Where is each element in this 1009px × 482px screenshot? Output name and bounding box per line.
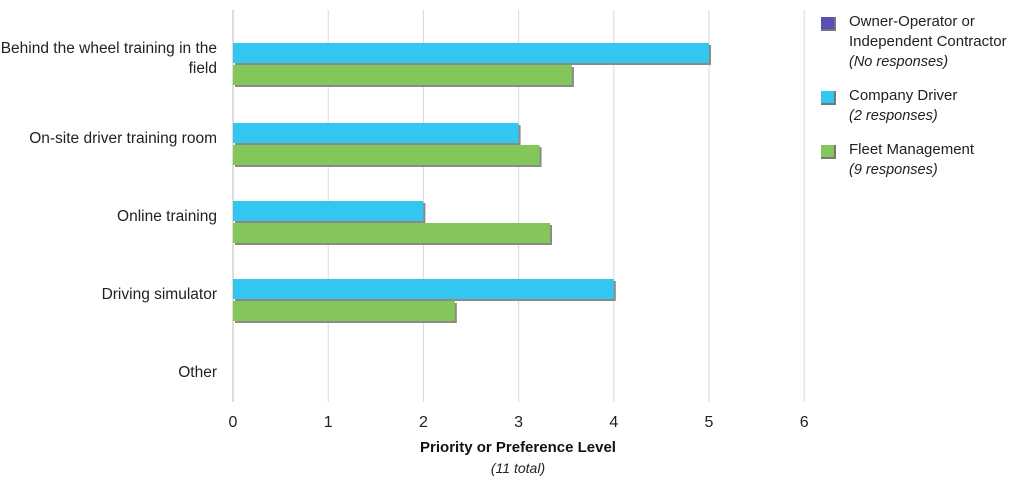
bar <box>233 123 521 145</box>
legend-series-note: (No responses) <box>849 54 949 70</box>
category-label: Behind the wheel training in the field <box>0 40 217 77</box>
legend-series-note: (2 responses) <box>849 108 938 124</box>
x-axis-title: Priority or Preference Level <box>420 439 616 456</box>
bar <box>233 301 457 323</box>
x-tick-label: 6 <box>799 414 809 431</box>
bar <box>233 279 616 301</box>
legend-item: Company Driver (2 responses) <box>818 86 1008 126</box>
legend-swatch <box>821 145 836 159</box>
x-tick-label: 3 <box>514 414 524 431</box>
bar <box>233 223 553 245</box>
x-axis-subtitle: (11 total) <box>490 460 546 476</box>
legend-item: Owner-Operator or Independent Contractor… <box>818 12 1008 72</box>
legend-series-name: Company Driver <box>849 87 958 104</box>
category-label: Other <box>178 364 217 381</box>
category-label: Online training <box>117 208 217 225</box>
category-label: On-site driver training room <box>29 130 217 147</box>
x-tick-label: 5 <box>704 414 714 431</box>
category-label: Driving simulator <box>101 286 217 303</box>
bar <box>233 65 574 87</box>
legend-swatch <box>821 17 836 31</box>
legend-item: Fleet Management (9 responses) <box>818 140 1008 180</box>
bar <box>233 201 426 223</box>
legend-swatch <box>821 91 836 105</box>
bar <box>233 43 711 65</box>
bar <box>233 145 542 167</box>
x-tick-label: 4 <box>609 414 619 431</box>
x-tick-label: 2 <box>418 414 428 431</box>
x-tick-label: 1 <box>323 414 333 431</box>
x-tick-label: 0 <box>228 414 238 431</box>
legend-series-note: (9 responses) <box>849 162 938 178</box>
legend-series-name: Owner-Operator or Independent Contractor <box>849 13 1007 50</box>
legend: Owner-Operator or Independent Contractor… <box>818 12 1008 194</box>
legend-series-name: Fleet Management <box>849 141 975 158</box>
